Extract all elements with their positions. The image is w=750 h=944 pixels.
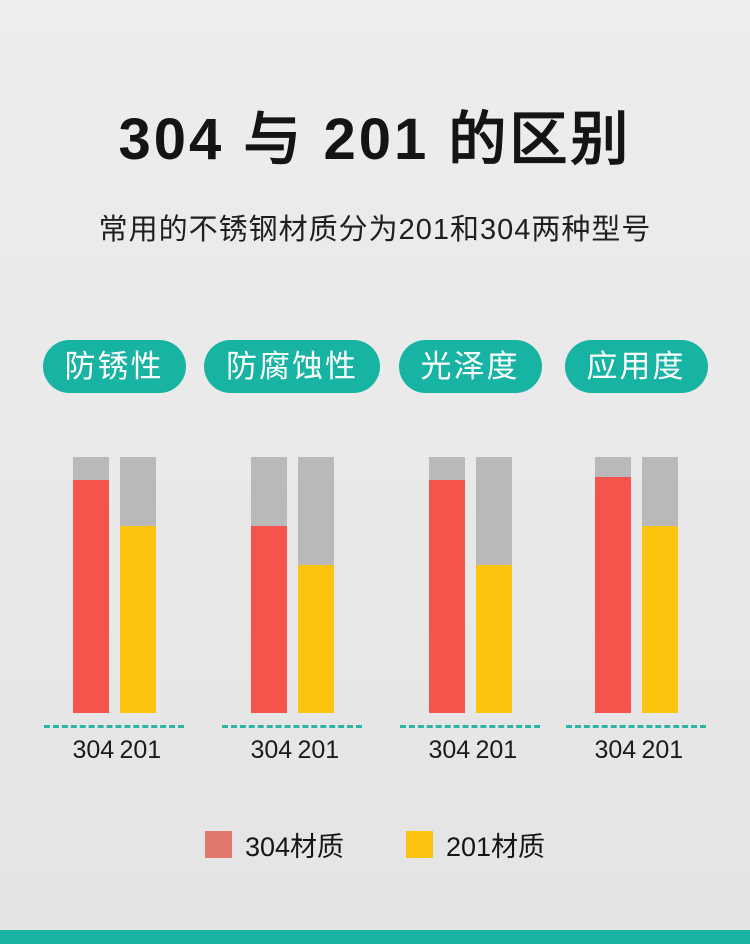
baseline-dashed-line	[566, 725, 706, 728]
page-title: 304 与 201 的区别	[118, 107, 632, 172]
bar-304	[594, 477, 631, 713]
legend-swatch-201	[406, 831, 433, 858]
bar-track	[297, 457, 334, 713]
bar-track	[72, 457, 109, 713]
bar-labels: 304 201	[594, 736, 684, 765]
bar-label-304: 304	[594, 736, 637, 764]
bar-track	[594, 457, 631, 713]
page-subtitle: 常用的不锈钢材质分为201和304两种型号	[98, 214, 652, 246]
bottom-accent-bar	[0, 930, 750, 944]
category-label: 防腐蚀性	[226, 349, 358, 384]
bar-pair	[72, 457, 156, 713]
bar-label-304: 304	[72, 736, 115, 764]
bar-labels: 304 201	[72, 736, 162, 765]
bar-201	[475, 564, 512, 713]
comparison-chart: 防锈性 304 201 防腐蚀性 304 201	[0, 340, 750, 765]
category-pill: 防腐蚀性	[204, 340, 380, 393]
category-pill: 应用度	[564, 340, 708, 393]
bar-label-201: 201	[641, 736, 684, 764]
bar-201	[641, 526, 678, 713]
bar-labels: 304 201	[250, 736, 340, 765]
bar-pair	[250, 457, 334, 713]
chart-legend: 304材质 201材质	[0, 825, 750, 864]
chart-group-rust-resistance: 防锈性 304 201	[34, 340, 194, 765]
chart-group-applicability: 应用度 304 201	[556, 340, 716, 765]
bar-track	[641, 457, 678, 713]
legend-label-201: 201材质	[446, 832, 546, 862]
baseline-dashed-line	[44, 725, 184, 728]
legend-item-201: 201材质	[406, 825, 545, 864]
chart-group-gloss: 光泽度 304 201	[390, 340, 550, 765]
baseline-dashed-line	[222, 725, 362, 728]
bar-label-201: 201	[475, 736, 518, 764]
category-pill: 防锈性	[42, 340, 186, 393]
bar-track	[119, 457, 156, 713]
bar-304	[250, 526, 287, 713]
legend-swatch-304	[204, 831, 232, 858]
bar-label-201: 201	[119, 736, 162, 764]
bar-label-201: 201	[297, 736, 340, 764]
category-pill: 光泽度	[398, 340, 542, 393]
bar-track	[475, 457, 512, 713]
baseline-dashed-line	[400, 725, 540, 728]
bar-201	[297, 564, 334, 713]
bar-label-304: 304	[250, 736, 293, 764]
bar-201	[119, 526, 156, 713]
category-label: 应用度	[586, 349, 686, 384]
bar-pair	[428, 457, 512, 713]
bar-track	[250, 457, 287, 713]
chart-group-corrosion-resistance: 防腐蚀性 304 201	[200, 340, 384, 765]
bar-labels: 304 201	[428, 736, 518, 765]
legend-label-304: 304材质	[244, 832, 344, 862]
category-label: 防锈性	[64, 349, 164, 384]
bar-label-304: 304	[428, 736, 471, 764]
category-label: 光泽度	[420, 349, 520, 384]
bar-304	[72, 480, 109, 713]
bar-track	[428, 457, 465, 713]
bar-pair	[594, 457, 678, 713]
legend-item-304: 304材质	[204, 825, 344, 864]
bar-304	[428, 480, 465, 713]
